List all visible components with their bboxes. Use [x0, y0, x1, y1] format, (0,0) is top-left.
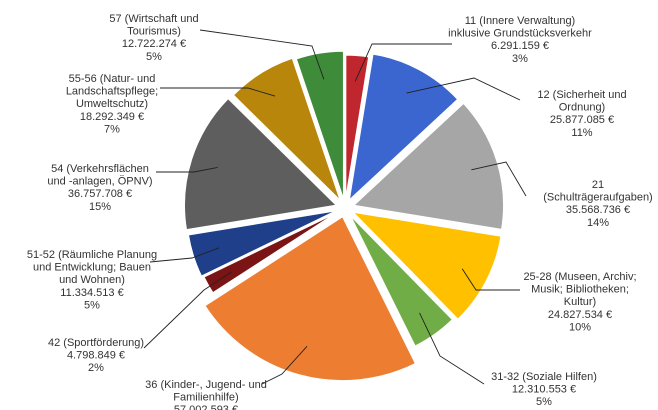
slice-label-21: 21 (Schulträgeraufgaben) 35.568.736 €14% [543, 179, 652, 229]
leader-lines [143, 29, 527, 385]
leader-line-31-32 [419, 312, 485, 385]
slice-label-55-56: 55-56 (Natur- und Landschaftspflege; Umwel… [66, 73, 158, 135]
leader-line-57 [199, 29, 325, 80]
pie-slice-57 [295, 50, 345, 200]
leader-line-21 [471, 161, 527, 197]
pie-slice-51-52 [187, 210, 337, 277]
slice-label-54: 54 (Verkehrsflächen und -anlagen, ÖPNV) 36… [47, 163, 152, 213]
pie-slice-11 [345, 54, 370, 200]
slice-label-42: 42 (Sportförderung) 4.798.849 €2% [48, 337, 144, 374]
pie-slice-31-32 [349, 214, 454, 347]
slice-label-31-32: 31-32 (Soziale Hilfen) 12.310.553 €5% [491, 371, 597, 408]
leader-line-11 [354, 43, 452, 82]
leader-line-54 [156, 167, 218, 173]
leader-line-36 [261, 346, 308, 385]
pie-slices [183, 50, 505, 382]
pie-slice-55-56 [232, 57, 341, 201]
pie-slice-25-28 [351, 211, 502, 321]
slice-label-57: 57 (Wirtschaft und Tourismus) 12.722.274 €… [109, 13, 198, 63]
leader-line-51-52 [149, 247, 220, 263]
slice-label-51-52: 51-52 (Räumliche Planung und Entwicklung;… [27, 249, 157, 311]
slice-label-12: 12 (Sicherheit und Ordnung) 25.877.085 €11… [537, 89, 626, 139]
slice-label-11: 11 (Innere Verwaltung) inklusive Grundstü… [448, 15, 592, 65]
leader-line-55-56 [160, 87, 276, 97]
pie-slice-12 [348, 53, 459, 202]
leader-line-25-28 [461, 268, 520, 291]
slice-label-36: 36 (Kinder-, Jugend- undFamilienhilfe)57… [145, 379, 267, 410]
slice-labels: 11 (Innere Verwaltung) inklusive Grundstü… [27, 13, 653, 410]
pie-slice-36 [204, 215, 417, 382]
pie-slice-42 [203, 211, 338, 294]
leader-line-12 [406, 77, 521, 101]
pie-slice-54 [183, 97, 338, 231]
pie-slice-21 [352, 102, 505, 231]
leader-line-42 [143, 271, 232, 349]
slice-label-25-28: 25-28 (Museen, Archiv; Musik; Bibliotheke… [523, 271, 636, 333]
